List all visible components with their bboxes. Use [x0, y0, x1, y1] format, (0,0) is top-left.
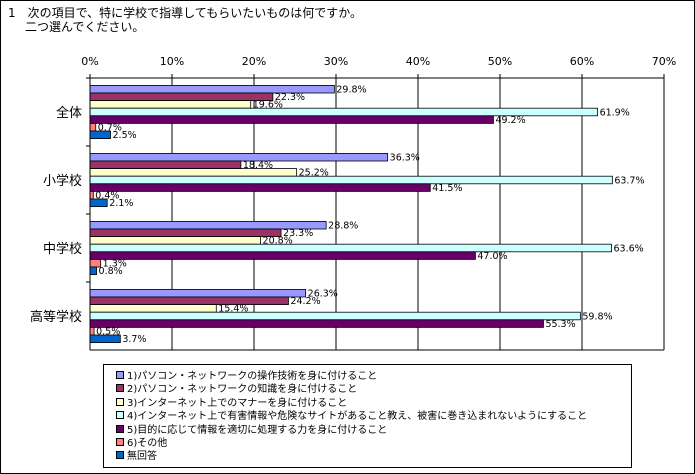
legend-label: 3)インターネット上でのマナーを身に付けること: [127, 397, 348, 409]
legend-item: 4)インターネット上で有害情報や危険なサイトがあること教え、被害に巻き込まれない…: [116, 410, 587, 423]
legend-label: 6)その他: [127, 438, 168, 449]
bar: [89, 168, 298, 177]
bar: [89, 304, 217, 313]
bar: [89, 326, 95, 336]
data-label: 61.9%: [600, 107, 630, 118]
category-label: 小学校: [43, 173, 82, 189]
legend-item: 6)その他: [116, 437, 167, 450]
bar: [89, 228, 282, 237]
x-tick-label: 30%: [324, 55, 348, 68]
legend-swatch: [116, 411, 124, 420]
legend-item: 1)パソコン・ネットワークの操作技術を身に付けること: [116, 370, 377, 383]
bar: [89, 123, 97, 132]
legend-label: 2)パソコン・ネットワークの知識を身に付けること: [127, 384, 358, 396]
x-tick-label: 20%: [242, 55, 266, 68]
data-label: 49.2%: [495, 115, 525, 126]
category-label: 中学校: [43, 241, 82, 257]
data-label: 29.8%: [336, 85, 366, 96]
x-tick-label: 70%: [652, 55, 676, 68]
bar: [89, 243, 612, 253]
data-label: 22.3%: [275, 92, 305, 103]
question-line-1: 1 次の項目で、特に学校で指導してもらいたいものは何ですか。: [8, 6, 362, 20]
bar: [89, 198, 108, 207]
bar: [89, 100, 252, 109]
data-label: 18.4%: [243, 160, 273, 171]
category-label: 全体: [56, 105, 82, 121]
data-label: 59.8%: [582, 311, 612, 322]
legend-label: 5)目的に応じて情報を適切に処理する力を身に付けること: [127, 424, 388, 436]
bar: [89, 311, 581, 321]
legend-item: 3)インターネット上でのマナーを身に付けること: [116, 397, 347, 410]
data-label: 19.6%: [253, 100, 283, 111]
legend: 1)パソコン・ネットワークの操作技術を身に付けること 2)パソコン・ネットワークの…: [103, 364, 632, 468]
legend-swatch: [116, 397, 124, 406]
bar: [89, 288, 307, 298]
data-label: 20.8%: [263, 236, 293, 247]
legend-label: 4)インターネット上で有害情報や危険なサイトがあること教え、被害に巻き込まれない…: [127, 411, 588, 423]
data-label: 63.7%: [614, 175, 644, 186]
data-label: 41.5%: [432, 183, 462, 194]
legend-item: 5)目的に応じて情報を適切に処理する力を身に付けること: [116, 424, 387, 437]
data-label: 1.3%: [103, 259, 127, 270]
data-label: 0.4%: [95, 191, 119, 202]
bar: [89, 175, 613, 185]
bar: [89, 296, 289, 305]
legend-swatch: [116, 451, 124, 460]
data-label: 3.7%: [122, 334, 146, 345]
legend-item: 2)パソコン・ネットワークの知識を身に付けること: [116, 383, 357, 396]
category-label: 高等学校: [30, 309, 82, 325]
data-label: 2.1%: [109, 198, 133, 209]
data-label: 0.8%: [99, 266, 123, 277]
legend-label: 無回答: [127, 451, 157, 463]
data-label: 36.3%: [390, 153, 420, 164]
legend-swatch: [116, 438, 124, 446]
bar: [89, 251, 476, 260]
data-label: 28.8%: [328, 221, 358, 232]
bar: [89, 319, 544, 328]
x-tick-label: 50%: [488, 55, 512, 68]
bar: [89, 160, 242, 169]
question-line-2: 二つ選んでください。: [25, 20, 145, 34]
bar: [89, 115, 494, 124]
data-label: 47.0%: [477, 251, 507, 262]
data-label: 24.2%: [290, 296, 320, 307]
data-label: 0.5%: [96, 327, 120, 338]
legend-item: 無回答: [116, 450, 157, 463]
bar: [89, 183, 431, 192]
data-label: 15.4%: [218, 304, 248, 315]
legend-swatch: [116, 371, 124, 379]
x-tick-label: 0%: [81, 55, 98, 68]
bar: [89, 266, 97, 275]
bar: [89, 334, 121, 343]
bar: [89, 152, 389, 162]
data-label: 26.3%: [308, 289, 338, 300]
bar: [89, 236, 261, 245]
legend-label: 1)パソコン・ネットワークの操作技術を身に付けること: [127, 371, 378, 382]
data-label: 55.3%: [545, 319, 575, 330]
data-label: 25.2%: [299, 168, 329, 179]
x-tick-label: 40%: [406, 55, 430, 68]
legend-swatch: [116, 384, 124, 393]
data-label: 23.3%: [283, 228, 313, 239]
legend-swatch: [116, 424, 124, 433]
x-tick-label: 10%: [160, 55, 184, 68]
data-label: 63.6%: [614, 243, 644, 254]
bar: [89, 130, 111, 139]
data-label: 2.5%: [113, 130, 137, 141]
data-label: 0.7%: [98, 123, 122, 134]
bar: [89, 92, 274, 101]
x-tick-label: 60%: [570, 55, 594, 68]
